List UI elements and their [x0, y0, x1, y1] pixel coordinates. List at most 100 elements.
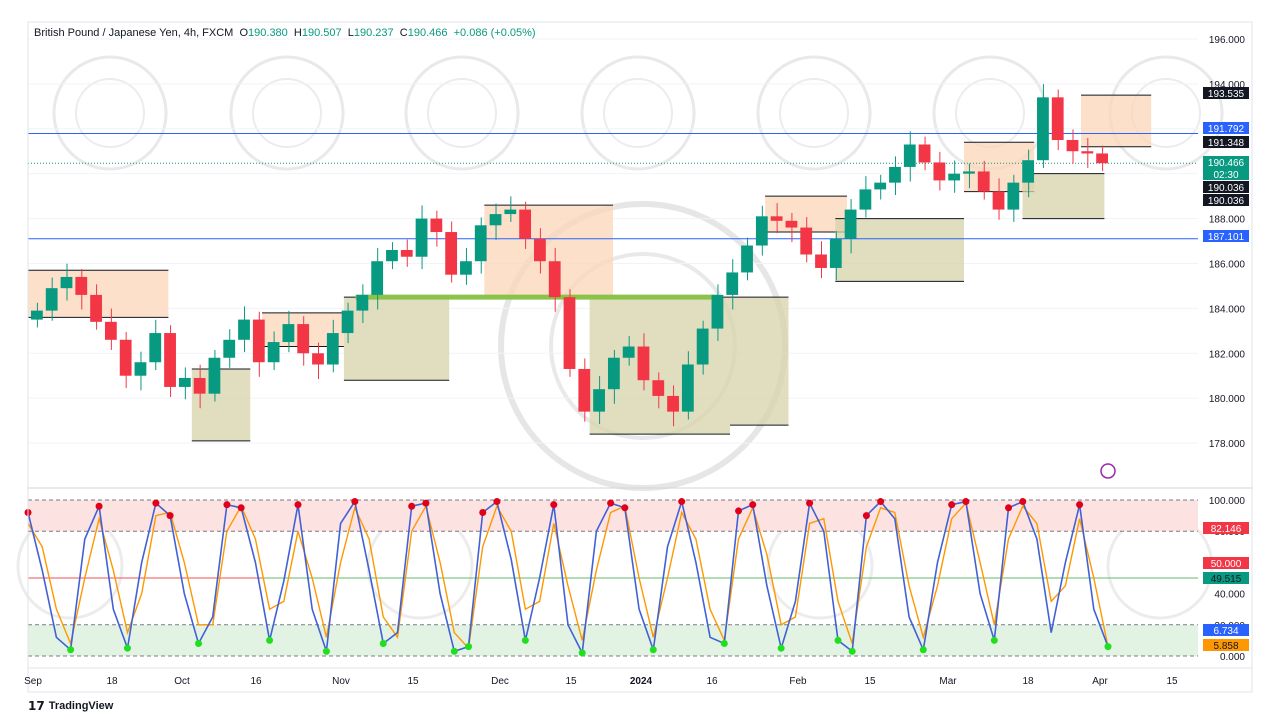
price-badge-label: 193.535 — [1208, 89, 1245, 100]
oversold-signal-dot — [123, 644, 131, 652]
overbought-signal-dot — [806, 499, 814, 507]
price-tick-label: 180.000 — [1209, 394, 1246, 405]
low-value: 190.237 — [353, 27, 394, 39]
overbought-signal-dot — [735, 507, 743, 515]
overbought-signal-dot — [237, 504, 245, 512]
candle-body — [267, 342, 280, 363]
price-pane[interactable] — [28, 38, 1198, 479]
time-tick-label: 18 — [106, 676, 118, 687]
price-badge-label: 187.101 — [1208, 232, 1245, 243]
candle-body — [104, 321, 117, 340]
price-tick-label: 196.000 — [1209, 35, 1246, 46]
watermark-seal-inner-icon — [603, 78, 673, 148]
candle-body — [60, 276, 73, 289]
watermark-seal-inner-icon — [779, 78, 849, 148]
overbought-signal-dot — [1019, 498, 1027, 506]
candle-body — [489, 214, 502, 226]
candle-body — [386, 250, 398, 262]
price-tick-label: 182.000 — [1209, 349, 1246, 360]
candle-body — [31, 310, 43, 320]
oversold-signal-dot — [1104, 643, 1112, 651]
oversold-signal-dot — [777, 644, 785, 652]
candle-body — [45, 288, 58, 311]
overbought-signal-dot — [749, 501, 757, 509]
supply-zone — [765, 196, 847, 233]
close-value: 190.466 — [407, 27, 448, 39]
candle-body — [341, 310, 354, 334]
candle-body — [889, 166, 901, 183]
candle-body — [785, 220, 798, 228]
watermark-seal-inner-icon — [252, 78, 322, 148]
overbought-signal-dot — [948, 501, 956, 509]
watermark-seal-inner-icon — [75, 78, 145, 148]
candle-body — [1022, 160, 1035, 183]
time-tick-label: Apr — [1092, 676, 1108, 687]
oscillator-badge-label: 5.858 — [1213, 641, 1238, 652]
oscillator-badge-bg — [1203, 572, 1249, 584]
candle-body — [208, 357, 221, 394]
low-label: L — [347, 27, 354, 39]
change-value: +0.086 (+0.05%) — [453, 27, 536, 39]
candle-body — [1096, 153, 1108, 164]
candle-body — [1007, 182, 1020, 210]
price-badge-bg — [1203, 122, 1249, 134]
candle-body — [918, 144, 931, 163]
candle-body — [504, 209, 517, 215]
watermark-seal-inner-icon — [955, 78, 1025, 148]
price-badge-bg — [1203, 156, 1249, 180]
price-badge-bg — [1203, 194, 1249, 206]
oversold-signal-dot — [195, 640, 203, 648]
candle-body — [681, 364, 694, 412]
oscillator-badge-label: 50.000 — [1211, 559, 1242, 570]
oversold-signal-dot — [578, 649, 586, 657]
price-badge-label: 190.036 — [1208, 183, 1245, 194]
oscillator-tick-label: 100.000 — [1209, 496, 1246, 507]
demand-zone — [730, 297, 789, 426]
time-tick-label: 2024 — [630, 676, 653, 687]
candle-body — [534, 238, 546, 262]
oversold-signal-dot — [720, 640, 728, 648]
price-tick-label: 194.000 — [1209, 80, 1246, 91]
candle-body — [607, 357, 620, 390]
tradingview-footer[interactable]: 17 TradingView — [28, 699, 113, 713]
price-badge-label: 191.348 — [1208, 138, 1245, 149]
time-tick-label: 15 — [864, 676, 876, 687]
candle-body — [593, 389, 605, 412]
oversold-signal-dot — [990, 636, 998, 644]
overbought-signal-dot — [152, 499, 160, 507]
candle-body — [193, 377, 206, 394]
supply-zone — [484, 205, 613, 298]
oversold-signal-dot — [266, 636, 274, 644]
candle-body — [711, 294, 724, 329]
overbought-signal-dot — [408, 502, 416, 510]
candle-body — [859, 189, 872, 210]
oversold-signal-dot — [521, 636, 529, 644]
close-label: C — [399, 27, 408, 39]
candle-body — [933, 162, 946, 181]
overbought-signal-dot — [479, 508, 487, 516]
oversold-signal-dot — [379, 640, 387, 648]
candle-body — [696, 328, 709, 365]
demand-zone — [835, 218, 964, 282]
oscillator-pane[interactable] — [24, 498, 1199, 657]
candle-body — [977, 171, 990, 192]
high-label: H — [293, 27, 302, 39]
chart-border — [27, 21, 1253, 693]
oscillator-badge-label: 82.146 — [1211, 524, 1242, 535]
candle-body — [75, 276, 88, 295]
high-value: 190.507 — [301, 27, 342, 39]
overbought-signal-dot — [678, 498, 686, 506]
alert-lightning-icon — [1100, 463, 1116, 479]
candle-body — [815, 254, 827, 268]
candle-body — [829, 238, 842, 268]
overbought-signal-dot — [862, 512, 870, 520]
price-badge-label: 191.792 — [1208, 124, 1245, 135]
overbought-signal-dot — [877, 498, 885, 506]
candle-body — [519, 209, 532, 239]
tradingview-logo-icon: 17 — [28, 699, 45, 713]
candle-body — [563, 297, 576, 369]
overbought-signal-dot — [1005, 504, 1013, 512]
time-tick-label: 15 — [565, 676, 577, 687]
